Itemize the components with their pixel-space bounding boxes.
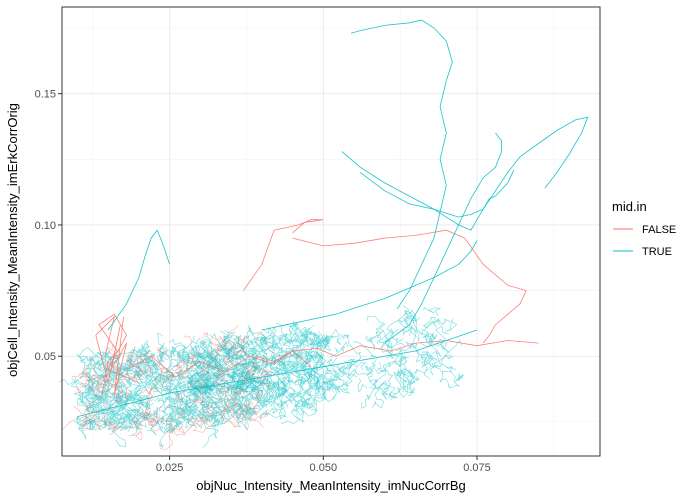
panel-border (61, 6, 601, 457)
x-tick-label: 0.075 (463, 462, 491, 474)
x-axis-ticks: 0.025 0.050 0.075 (156, 456, 491, 474)
track-false-1 (98, 313, 140, 396)
track-true-5 (77, 329, 478, 417)
track-true-6 (107, 229, 170, 331)
x-tick-label: 0.025 (156, 462, 184, 474)
track-true-3 (261, 240, 478, 331)
x-tick-label: 0.050 (310, 462, 338, 474)
cloud-true-right (186, 305, 464, 409)
panel-background (62, 7, 600, 456)
panel-frame (61, 6, 601, 457)
track-true-0 (350, 19, 453, 310)
track-false-2 (126, 350, 312, 378)
track-false-5 (292, 229, 527, 344)
x-axis-title: objNuc_Intensity_MeanIntensity_imNucCorr… (196, 478, 466, 493)
y-axis-ticks: 0.05 0.10 0.15 (35, 89, 62, 363)
track-false-3 (255, 340, 539, 362)
legend-title: mid.in (612, 199, 647, 214)
track-true-1 (341, 151, 515, 218)
legend-label-true: TRUE (642, 246, 672, 258)
legend-label-false: FALSE (642, 224, 676, 236)
track-true-4 (384, 132, 503, 344)
track-true-2 (359, 116, 589, 231)
track-lines (77, 19, 589, 417)
legend: mid.in FALSE TRUE (612, 199, 676, 258)
y-axis-title: objCell_Intensity_MeanIntensity_imErkCor… (5, 103, 20, 377)
track-false-4 (243, 219, 324, 291)
plot-panel (62, 7, 600, 456)
y-tick-label: 0.05 (35, 351, 56, 363)
y-tick-label: 0.15 (35, 89, 56, 101)
y-tick-label: 0.10 (35, 220, 56, 232)
